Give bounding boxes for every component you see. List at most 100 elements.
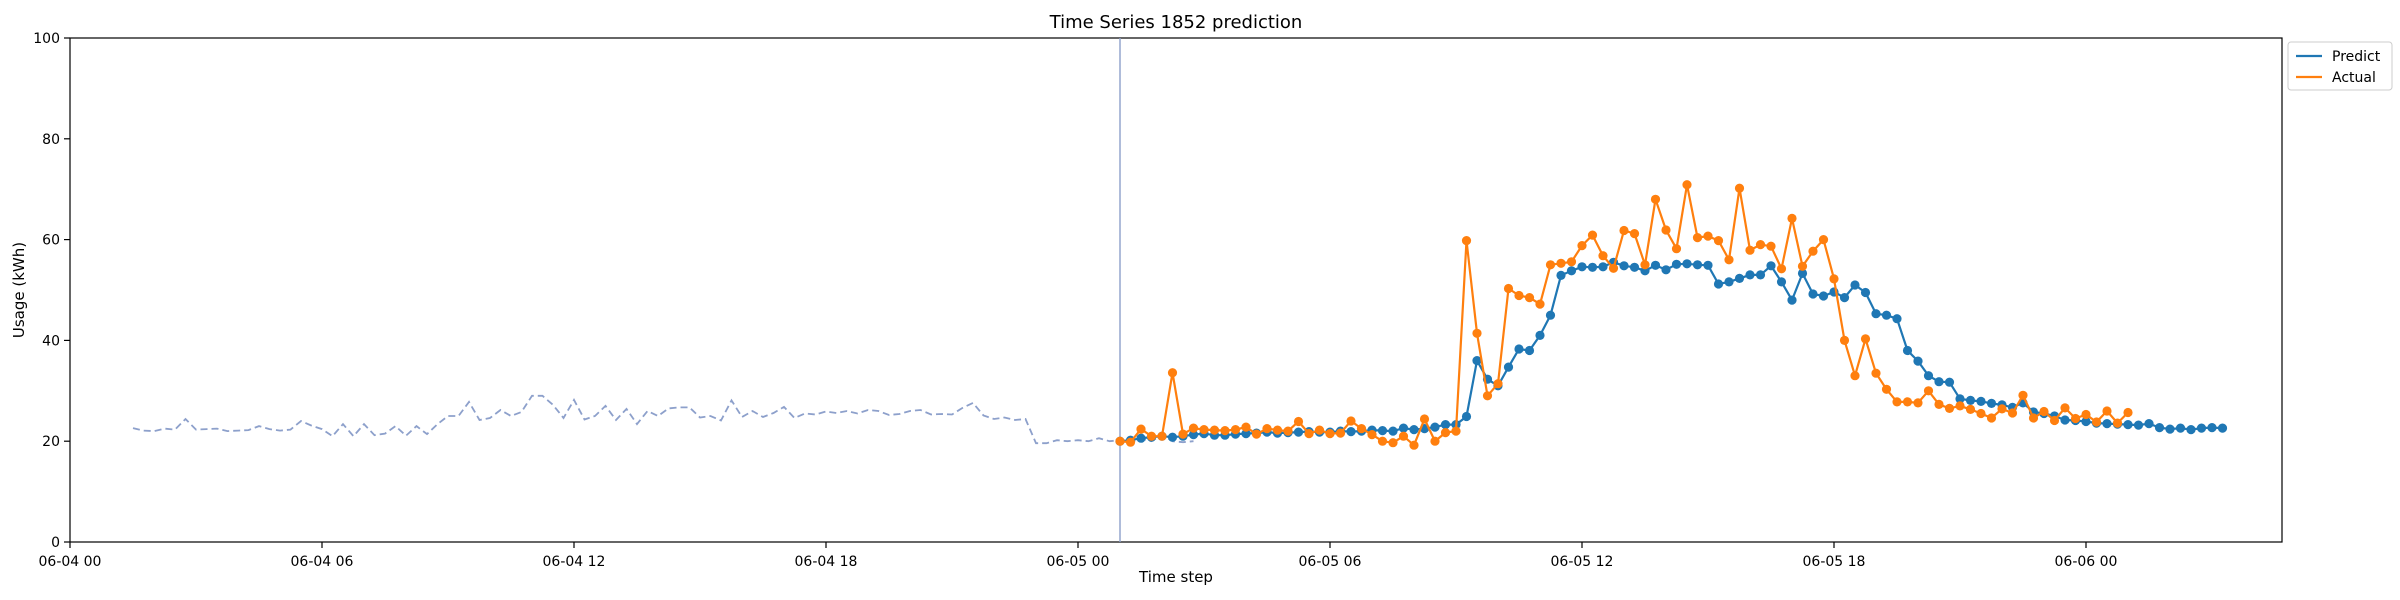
predict-point [1671,259,1682,269]
predict-point [2102,419,2112,429]
predict-point [1955,394,1965,404]
predict-point [1136,433,1146,443]
actual-point [1776,264,1787,274]
actual-point [1167,368,1178,378]
x-tick-label: 06-04 18 [795,554,858,570]
actual-point [1713,236,1724,246]
actual-point [1356,424,1367,434]
predict-point [1682,259,1692,269]
predict-point [1346,427,1356,437]
actual-point [2091,417,2102,427]
actual-point [1703,231,1713,241]
predict-point [1934,377,1944,387]
actual-point [1241,422,1251,432]
actual-point [1986,413,1997,423]
predict-point [1892,314,1902,324]
actual-point [2112,418,2123,428]
x-tick-label: 06-05 18 [1803,554,1866,570]
actual-point [1367,430,1377,440]
actual-point [1650,194,1661,204]
actual-point [1598,251,1608,261]
actual-point [1944,403,1955,413]
actual-point [1115,436,1125,446]
predict-point [1430,422,1440,432]
predict-point [1745,270,1755,280]
predict-point [1766,261,1776,271]
actual-point [1997,404,2007,414]
predict-point [1167,432,1178,442]
predict-point [1524,345,1535,356]
predict-point [1850,280,1860,290]
actual-point [1545,260,1556,270]
actual-point [1503,283,1514,294]
predict-point [1881,310,1892,320]
actual-point [1482,391,1493,401]
actual-point [1409,440,1419,450]
y-tick-label: 0 [51,535,60,551]
actual-point [2102,406,2112,416]
actual-point [1514,290,1524,301]
actual-point [1272,425,1283,435]
predict-point [1661,265,1671,275]
predict-point [1472,356,1482,366]
actual-point [2028,413,2039,423]
actual-point [1230,425,1241,435]
actual-point [1608,263,1619,273]
predict-point [1545,310,1556,320]
actual-point [1818,235,1829,245]
actual-point [1325,429,1335,439]
actual-point [1377,436,1388,446]
predict-point [1503,362,1514,372]
predict-point [1440,420,1451,430]
predict-point [1976,396,1986,406]
legend-label-actual: Actual [2332,70,2376,86]
predict-point [1808,289,1818,299]
x-tick-label: 06-04 12 [543,554,606,570]
predict-point [1986,398,1997,408]
predict-point [2186,425,2196,435]
actual-point [1965,404,1976,414]
predict-point [1871,309,1881,319]
actual-point [1839,335,1850,345]
predict-point [1566,266,1577,276]
actual-point [1934,399,1944,409]
predict-point [2060,415,2070,425]
actual-point [1640,260,1650,270]
actual-point [1881,384,1892,394]
predict-point [1241,429,1251,439]
predict-point [1923,371,1934,381]
actual-point [1829,274,1839,284]
actual-point [1734,183,1745,193]
y-tick-label: 40 [42,333,60,349]
legend-label-predict: Predict [2332,49,2381,65]
actual-point [1251,429,1262,439]
actual-point [1388,438,1398,448]
actual-point [1472,328,1482,338]
actual-point [2081,409,2091,420]
predict-point [1713,279,1724,289]
actual-point [2039,406,2049,417]
actual-point [1188,423,1199,433]
predict-point [2081,416,2091,427]
predict-point [1755,270,1766,280]
x-tick-label: 06-04 06 [291,554,354,570]
predict-point [2123,420,2133,430]
actual-point [1178,429,1188,439]
actual-point [1535,299,1545,309]
actual-point [1629,229,1640,239]
predict-point [1724,277,1734,287]
x-tick-label: 06-05 00 [1047,554,1110,570]
predict-point [1913,356,1923,366]
predict-point [1535,330,1545,340]
actual-point [1283,426,1293,436]
y-tick-label: 100 [33,31,60,47]
predict-point [2207,423,2217,433]
actual-point [1787,213,1797,223]
actual-point [1398,431,1409,441]
actual-point [1146,431,1157,441]
actual-point [1661,225,1671,235]
actual-point [1209,425,1220,435]
predict-point [1377,426,1388,436]
chart-title: Time Series 1852 prediction [1049,12,1303,33]
